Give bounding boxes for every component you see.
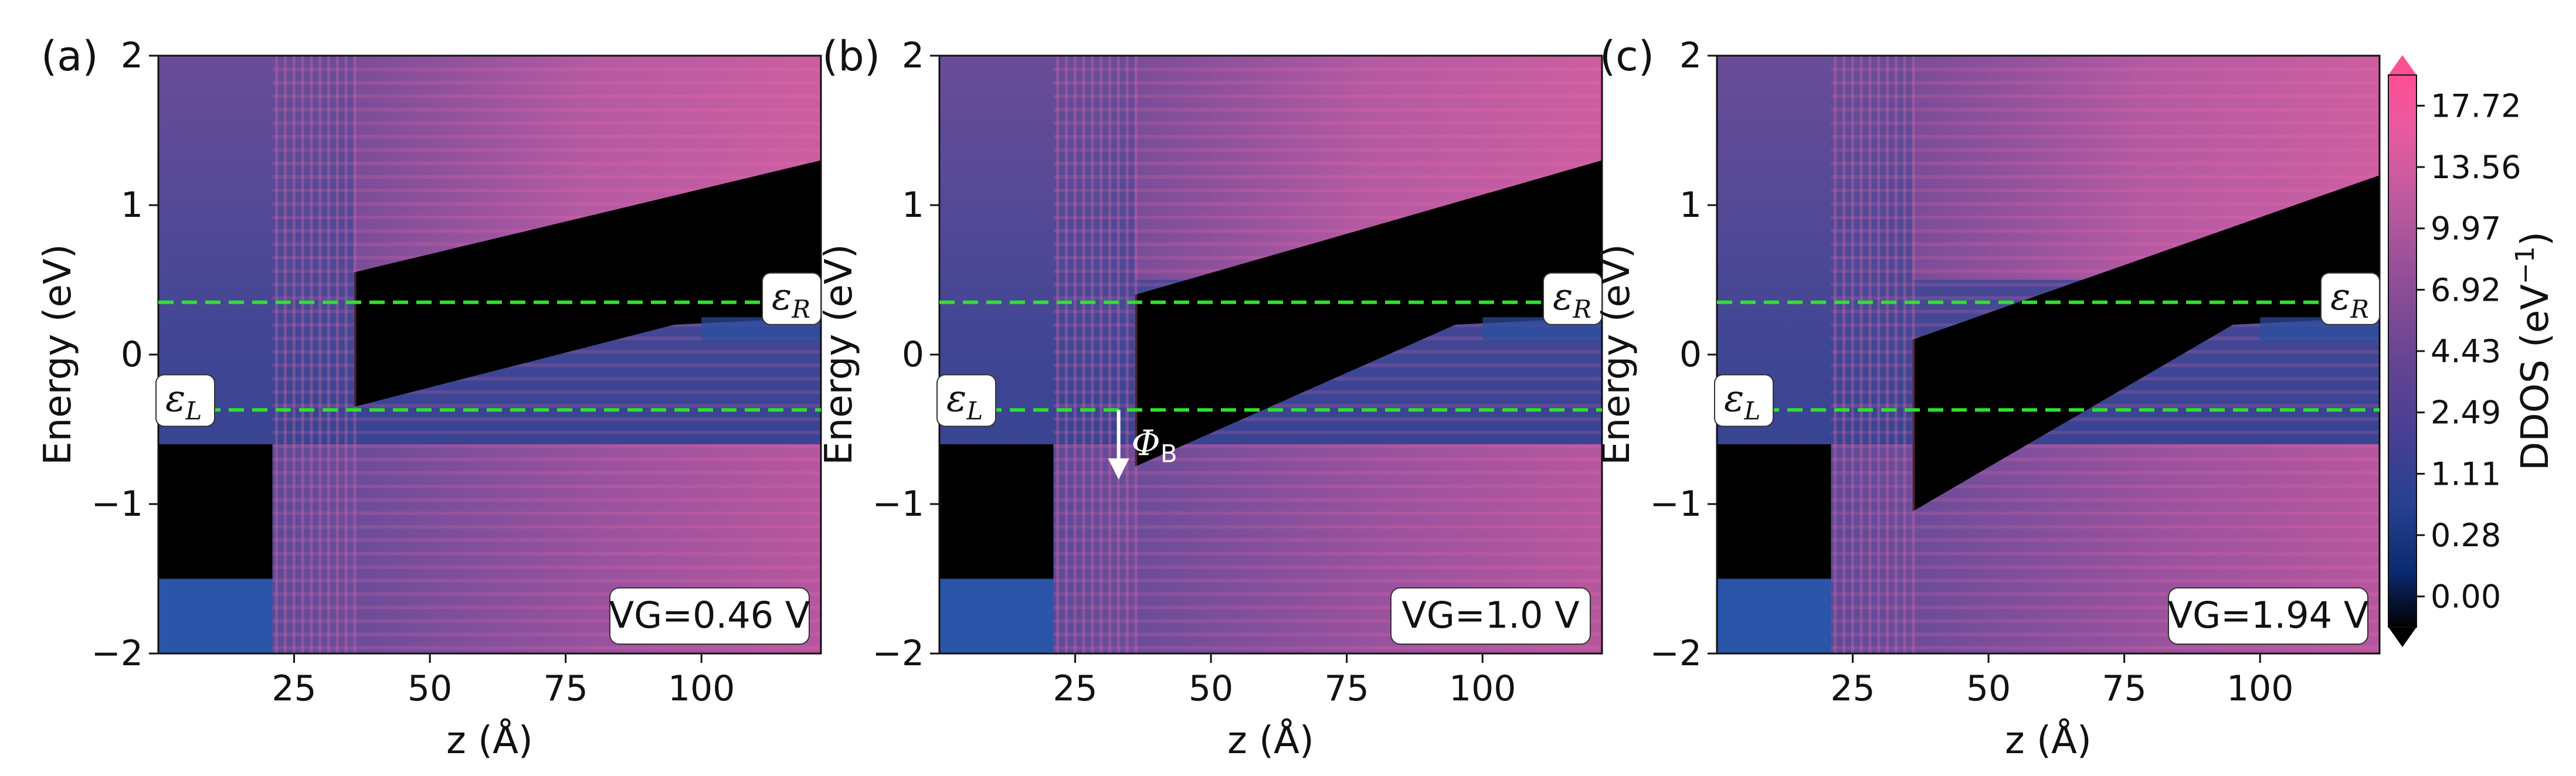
y-tick-label: 0 (121, 334, 143, 375)
epsilon-right-label: εR (762, 272, 822, 325)
panel-label: (c) (1600, 32, 1654, 80)
y-tick-label: 1 (121, 185, 143, 226)
epsilon-left-label-text: εL (946, 377, 983, 425)
panel-label: (a) (41, 32, 99, 80)
heatmap-area (939, 56, 1602, 654)
colorbar-gradient (2388, 75, 2417, 627)
gate-voltage-box: VG=1.0 V (1390, 587, 1591, 645)
x-tick-label: 50 (408, 668, 452, 709)
epsilon-left-label-text: εL (1724, 377, 1760, 425)
y-tick-label: 1 (902, 185, 924, 226)
epsilon-right-label-text: εR (772, 275, 810, 324)
gate-voltage-box: VG=1.94 V (2168, 587, 2369, 645)
colorbar-tick-label: 0.28 (2431, 517, 2501, 554)
colorbar-tick-label: 2.49 (2431, 394, 2501, 431)
epsilon-left-label-text: εL (165, 377, 202, 425)
y-tick-label: 1 (1679, 185, 1702, 226)
band-gap-region (1135, 160, 1602, 467)
gate-voltage-label: VG=1.0 V (1401, 594, 1579, 637)
x-tick-label: 100 (668, 668, 735, 709)
colorbar-tick-label: 4.43 (2431, 333, 2501, 370)
colorbar-tick-label: 9.97 (2431, 210, 2501, 247)
x-tick-label: 25 (1053, 668, 1097, 709)
x-tick-label: 50 (1966, 668, 2011, 709)
heatmap-area (158, 56, 821, 654)
x-tick-label: 75 (543, 668, 588, 709)
gate-voltage-label: VG=0.46 V (609, 594, 810, 637)
left-electrode-band (939, 578, 1054, 654)
y-tick-label: 0 (1679, 334, 1702, 375)
panel-2: 25 50 75 100 −2 −1 0 1 2 z (Å) Energy (eV) (b) εL εR V… (817, 32, 1603, 763)
colorbar-tick-label: 1.11 (2431, 455, 2501, 492)
panel-1: 25 50 75 100 −2 −1 0 1 2 z (Å) Energy (eV) (a) εL εR V… (36, 32, 822, 763)
epsilon-right-label: εR (1543, 272, 1603, 325)
epsilon-right-label-text: εR (2330, 275, 2369, 324)
epsilon-left-label: εL (936, 374, 996, 427)
band-gap-region (1912, 175, 2380, 512)
panel-3: 25 50 75 100 −2 −1 0 1 2 z (Å) Energy (eV) (c) εL εR V… (1595, 32, 2381, 763)
colorbar-tick-label: 6.92 (2431, 271, 2501, 308)
gate-voltage-label: VG=1.94 V (2168, 594, 2369, 637)
y-tick-label: −2 (873, 633, 924, 674)
x-tick-label: 25 (1830, 668, 1875, 709)
colorbar-tick-label: 0.00 (2431, 578, 2501, 615)
x-tick-label: 25 (271, 668, 316, 709)
epsilon-right-label: εR (2320, 272, 2380, 325)
band-gap-region (354, 160, 821, 407)
y-tick-label: −1 (873, 484, 924, 525)
y-axis-title: Energy (eV) (36, 244, 80, 465)
y-tick-label: 2 (1679, 35, 1702, 76)
left-electrode-band (1717, 578, 1831, 654)
barrier-annotation: ΦB (1108, 410, 1177, 480)
y-tick-label: −1 (91, 484, 143, 525)
colorbar-tick-label: 13.56 (2431, 149, 2521, 186)
y-tick-label: 2 (902, 35, 924, 76)
x-tick-label: 100 (2227, 668, 2294, 709)
y-tick-label: −2 (91, 633, 143, 674)
left-electrode-band (158, 578, 273, 654)
epsilon-left-label: εL (155, 374, 215, 427)
colorbar-min-extension (2388, 627, 2417, 647)
x-axis-title: z (Å) (446, 718, 533, 763)
x-tick-label: 75 (2102, 668, 2146, 709)
left-electrode-gap (939, 444, 1054, 579)
panel-label: (b) (822, 32, 880, 80)
y-tick-label: 2 (121, 35, 143, 76)
y-tick-label: −2 (1650, 633, 1702, 674)
x-axis-title: z (Å) (1227, 718, 1314, 763)
left-electrode-gap (1717, 444, 1831, 579)
y-axis-title: Energy (eV) (1595, 244, 1638, 465)
y-tick-label: 0 (902, 334, 924, 375)
left-electrode-gap (158, 444, 273, 579)
barrier-arrow-head (1108, 458, 1129, 480)
barrier-label: ΦB (1132, 423, 1177, 468)
x-tick-label: 75 (1324, 668, 1369, 709)
colorbar-max-extension (2388, 55, 2417, 75)
epsilon-left-label: εL (1714, 374, 1774, 427)
colorbar-tick-label: 17.72 (2431, 87, 2521, 124)
x-tick-label: 50 (1189, 668, 1233, 709)
y-tick-label: −1 (1650, 484, 1702, 525)
x-tick-label: 100 (1449, 668, 1516, 709)
colorbar-title: DDOS (eV−1) (2510, 232, 2557, 471)
y-axis-title: Energy (eV) (817, 244, 861, 465)
gate-voltage-box: VG=0.46 V (609, 587, 810, 645)
x-axis-title: z (Å) (2005, 718, 2092, 763)
epsilon-right-label-text: εR (1553, 275, 1591, 324)
